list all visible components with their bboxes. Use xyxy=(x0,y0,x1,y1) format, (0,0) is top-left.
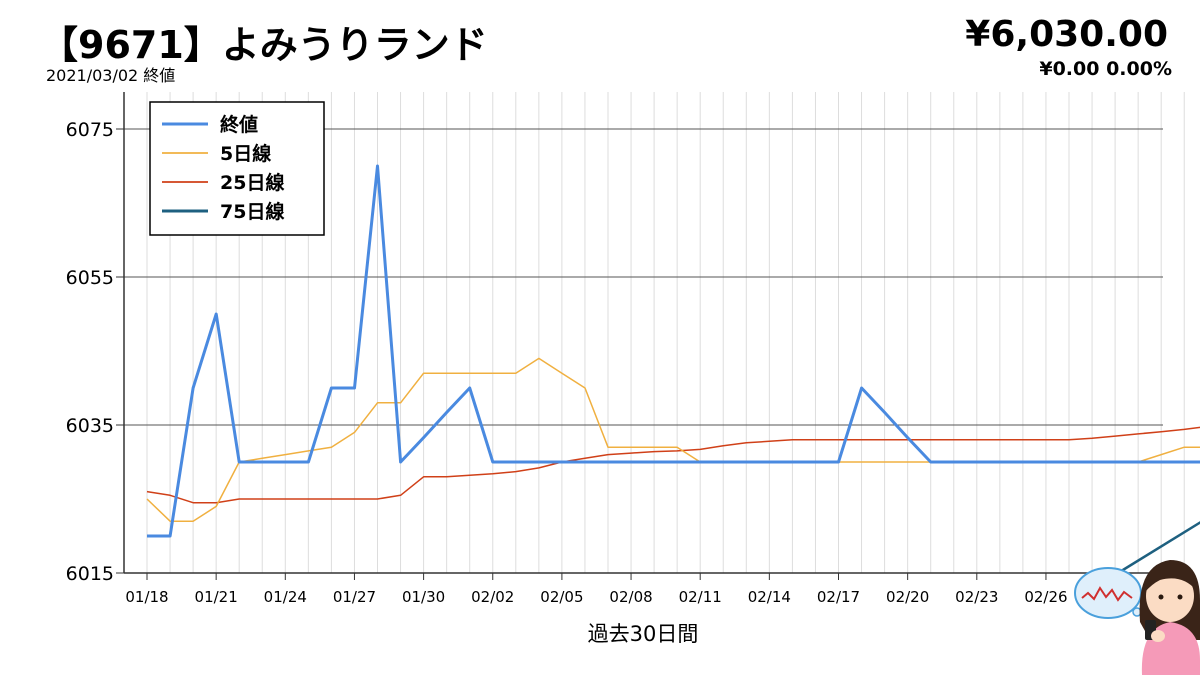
price-change: ¥0.00 0.00% xyxy=(1039,58,1172,80)
bubble-chart-icon xyxy=(1081,586,1133,602)
x-tick-label: 02/02 xyxy=(471,588,514,606)
x-tick-label: 02/23 xyxy=(955,588,998,606)
date-label: 2021/03/02 終値 xyxy=(46,66,176,85)
bangs xyxy=(1145,561,1196,592)
face xyxy=(1146,570,1194,622)
series-line-2 xyxy=(146,426,1200,504)
series-group xyxy=(146,164,1200,575)
stock-title: 【9671】よみうりランド xyxy=(40,23,488,67)
y-tick-label: 6075 xyxy=(66,119,114,141)
x-tick-label: 01/24 xyxy=(264,588,307,606)
current-price: ¥6,030.00 xyxy=(965,14,1168,55)
x-tick-label: 02/08 xyxy=(609,588,652,606)
legend: 終値 5日線 25日線 75日線 xyxy=(149,101,325,236)
series-75-tail xyxy=(1117,521,1200,575)
x-tick-label: 02/26 xyxy=(1024,588,1067,606)
legend-label: 25日線 xyxy=(220,171,284,194)
x-tick-label: 02/20 xyxy=(886,588,929,606)
x-axis: 01/18 01/21 01/24 01/27 01/30 02/02 02/05 02/08… xyxy=(125,573,1068,606)
x-tick-label: 02/05 xyxy=(540,588,583,606)
x-tick-label: 01/27 xyxy=(333,588,376,606)
series-line-0 xyxy=(147,164,1200,538)
x-tick-label: 01/30 xyxy=(402,588,445,606)
x-tick-label: 02/17 xyxy=(817,588,860,606)
legend-label: 終値 xyxy=(220,113,258,136)
eye-right xyxy=(1177,594,1183,600)
speech-bubble xyxy=(1074,567,1142,619)
y-tick-label: 6035 xyxy=(66,415,114,437)
hand xyxy=(1151,630,1165,642)
legend-label: 75日線 xyxy=(220,200,284,223)
character-illustration xyxy=(1074,560,1200,675)
legend-label: 5日線 xyxy=(220,142,271,165)
x-tick-label: 02/11 xyxy=(679,588,722,606)
x-axis-title: 過去30日間 xyxy=(588,622,699,646)
x-tick-label: 01/18 xyxy=(125,588,168,606)
x-tick-label: 02/14 xyxy=(748,588,791,606)
y-tick-label: 6055 xyxy=(66,267,114,289)
x-tick-label: 01/21 xyxy=(195,588,238,606)
y-axis: 6015 6035 6055 6075 xyxy=(66,92,125,585)
eye-left xyxy=(1158,594,1164,600)
y-tick-label: 6015 xyxy=(66,563,114,585)
